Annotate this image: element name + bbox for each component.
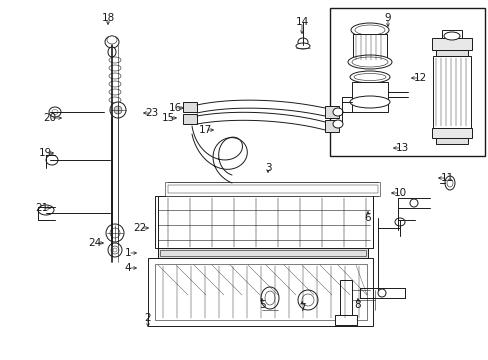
Text: 21: 21 (35, 203, 48, 213)
Bar (339, 280, 351, 315)
Text: 13: 13 (395, 143, 408, 153)
Bar (160, 250, 365, 256)
Ellipse shape (295, 43, 309, 49)
Bar (334, 315, 356, 325)
Text: 16: 16 (168, 103, 181, 113)
Ellipse shape (108, 47, 116, 57)
Bar (325, 106, 338, 118)
Ellipse shape (377, 289, 385, 297)
Bar (351, 82, 387, 112)
Ellipse shape (332, 120, 342, 128)
Text: 10: 10 (393, 188, 406, 198)
Bar (183, 114, 197, 124)
Ellipse shape (351, 57, 387, 67)
Bar (441, 30, 461, 38)
Text: 20: 20 (43, 113, 57, 123)
Bar (155, 196, 372, 248)
Ellipse shape (349, 71, 389, 83)
Ellipse shape (108, 243, 122, 257)
Text: 19: 19 (38, 148, 52, 158)
Bar (164, 182, 379, 196)
Ellipse shape (110, 102, 126, 118)
Bar (431, 38, 471, 50)
Text: 14: 14 (295, 17, 308, 27)
Text: 22: 22 (133, 223, 146, 233)
Ellipse shape (107, 36, 117, 44)
Ellipse shape (444, 176, 454, 190)
Ellipse shape (409, 199, 417, 207)
Bar (435, 50, 467, 56)
Bar (432, 56, 470, 128)
Bar (329, 8, 484, 156)
Ellipse shape (106, 224, 124, 242)
Ellipse shape (353, 73, 385, 81)
Ellipse shape (347, 55, 391, 69)
Text: 24: 24 (88, 238, 102, 248)
Ellipse shape (297, 290, 317, 310)
Bar (352, 34, 386, 62)
Ellipse shape (350, 23, 388, 37)
Ellipse shape (394, 218, 404, 226)
Bar (158, 248, 367, 258)
Bar (168, 182, 377, 196)
Ellipse shape (443, 32, 459, 40)
Bar (183, 102, 197, 112)
Text: 4: 4 (124, 263, 131, 273)
Bar (325, 120, 338, 132)
Ellipse shape (354, 25, 384, 35)
Ellipse shape (46, 155, 58, 165)
Text: 5: 5 (258, 300, 265, 310)
Ellipse shape (332, 108, 342, 116)
Ellipse shape (261, 287, 279, 309)
Text: 23: 23 (145, 108, 158, 118)
Text: 1: 1 (124, 248, 131, 258)
Text: 8: 8 (354, 300, 361, 310)
Text: 9: 9 (384, 13, 390, 23)
Bar (148, 258, 372, 326)
Text: 2: 2 (144, 313, 151, 323)
Text: 3: 3 (264, 163, 271, 173)
Bar (155, 264, 366, 320)
Ellipse shape (105, 36, 119, 48)
Text: 17: 17 (198, 125, 211, 135)
Text: 12: 12 (412, 73, 426, 83)
Bar (435, 138, 467, 144)
Bar (172, 185, 373, 193)
Text: 6: 6 (364, 213, 370, 223)
Ellipse shape (297, 38, 307, 46)
Ellipse shape (49, 107, 61, 117)
Text: 7: 7 (298, 303, 305, 313)
Text: 15: 15 (161, 113, 174, 123)
Text: 11: 11 (440, 173, 453, 183)
Bar (431, 128, 471, 138)
Ellipse shape (38, 205, 54, 215)
Bar (168, 185, 377, 193)
Ellipse shape (349, 96, 389, 108)
Text: 18: 18 (101, 13, 114, 23)
Ellipse shape (114, 106, 122, 114)
